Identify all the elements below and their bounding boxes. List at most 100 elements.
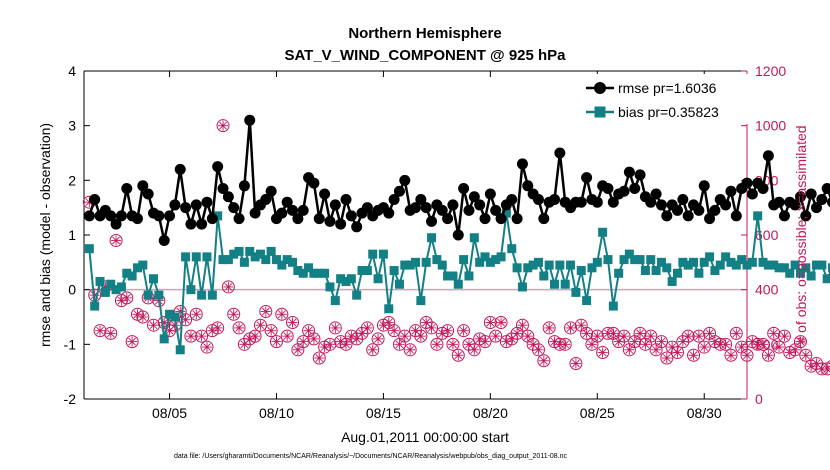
obs-point [403,343,417,357]
obs-possible-marker [687,348,701,362]
bias-point [785,268,795,278]
obs-possible-marker [248,329,262,343]
bias-point [689,257,699,267]
bias-point [400,260,410,270]
obs-possible-marker [125,335,139,349]
bias-point [223,255,233,265]
obs-possible-marker [323,337,337,351]
obs-point [248,329,262,343]
obs-assimilated-stroke [582,329,591,338]
obs-assimilated-stroke [764,351,773,360]
rmse-point [677,193,689,205]
obs-assimilated-stroke [801,351,810,360]
obs-possible-marker [777,329,791,343]
legend-bias-marker [594,106,606,118]
obs-possible-marker [360,321,374,335]
obs-assimilated-stroke [449,340,457,349]
obs-point [793,335,807,349]
obs-point [788,343,802,357]
bias-point [459,255,469,265]
obs-possible-marker [253,318,267,332]
obs-assimilated-stroke [812,359,821,368]
bias-point [293,266,303,276]
bias-point [127,271,137,281]
obs-assimilated-stroke [572,359,580,368]
obs-assimilated-stroke [657,337,666,346]
bias-point [582,296,592,306]
bias-point [95,276,105,286]
rmse-point [313,213,325,225]
rmse-point [698,180,710,192]
bias-point [170,312,180,322]
rmse-point [591,196,603,208]
rmse-point [805,188,817,200]
obs-possible-marker [633,326,647,340]
obs-assimilated-stroke [759,340,767,349]
bias-point [373,274,383,284]
obs-possible-marker [467,343,481,357]
bias-point [330,296,340,306]
obs-assimilated-stroke [769,329,778,338]
bias-point [149,274,159,284]
obs-assimilated-stroke [416,332,425,340]
obs-point [221,280,235,294]
rmse-point [506,193,518,205]
bias-point [427,233,437,243]
bias-point [592,257,602,267]
obs-point [767,326,781,340]
obs-possible-marker [446,337,460,351]
obs-assimilated-stroke [673,348,682,357]
obs-assimilated-stroke [411,326,420,335]
obs-possible-marker [136,310,150,324]
bias-point [165,309,175,319]
rmse-point [297,204,309,216]
rmse-point [532,193,544,205]
bias-point [416,296,426,306]
obs-assimilated-stroke [577,321,586,330]
obs-assimilated-stroke [112,236,120,245]
obs-point [606,326,620,340]
obs-possible-marker [286,315,300,329]
obs-assimilated-stroke [454,351,463,360]
obs-assimilated-stroke [721,340,730,349]
obs-possible-marker [398,329,412,343]
obs-point [670,346,684,360]
bias-point [362,266,372,276]
obs-assimilated-stroke [390,326,398,335]
obs-possible-marker [590,329,604,343]
obs-point [681,329,695,343]
bias-point [721,252,731,262]
obs-possible-marker [441,324,455,338]
obs-possible-marker [93,324,107,338]
obs-assimilated-stroke [384,318,393,327]
y-axis-right-label: # of obs: o=possible; ×=assimilated [793,125,809,344]
bias-point [737,255,747,265]
obs-point [280,329,294,343]
bias-point [288,257,298,267]
rmse-point [821,183,830,195]
bias-point [255,249,265,259]
rmse-point [180,202,192,214]
obs-point [542,321,556,335]
obs-assimilated-stroke [700,343,709,351]
obs-point [649,343,663,357]
bias-point [197,290,207,300]
rmse-point [671,204,683,216]
bias-point [795,268,805,278]
obs-assimilated-stroke [427,324,436,332]
obs-point [467,343,481,357]
obs-assimilated-stroke [192,310,201,319]
obs-point [109,233,123,247]
obs-assimilated-stroke [224,283,233,291]
rmse-point [217,183,229,195]
rmse-point [463,204,475,216]
obs-possible-marker [740,348,754,362]
rmse-point [420,202,432,214]
bias-point [266,246,276,256]
obs-assimilated-stroke [620,332,628,340]
legend-rmse-marker [594,82,606,94]
obs-point [93,324,107,338]
obs-point [425,321,439,335]
bias-point [485,257,495,267]
obs-assimilated-stroke [294,345,302,354]
